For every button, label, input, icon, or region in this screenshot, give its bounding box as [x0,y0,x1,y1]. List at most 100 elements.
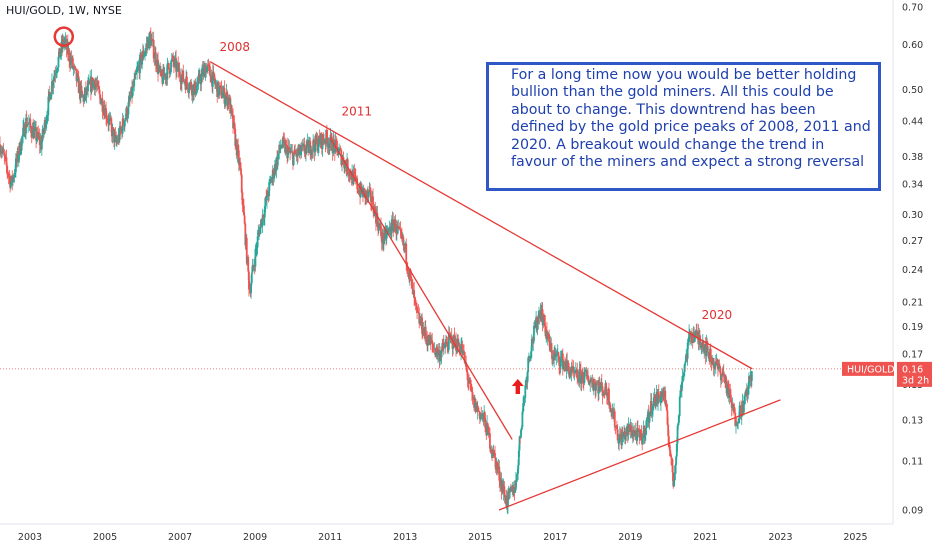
candle-body [726,387,729,394]
candle-body [267,195,270,197]
candle-body [196,85,198,93]
candle-body [636,428,639,441]
candle-body [4,156,7,158]
candle-body [281,137,284,147]
candle-body [305,141,308,148]
trendline[interactable] [329,137,513,440]
candle-body [542,320,545,326]
candle-body [224,100,227,104]
symbol-tag [842,361,894,376]
time-axis[interactable]: 2003 2005 2007 2009 2011 2013 2015 2017 2019 2021… [18,532,868,543]
candle-body [462,350,465,355]
candle-body [23,124,26,137]
candle-body [654,394,657,407]
peak-circle-marker [53,26,75,47]
candle-body [20,150,22,154]
candle-body [642,434,644,445]
trendline[interactable] [209,61,753,370]
candle-body [583,371,586,383]
candle-body [53,73,56,76]
candle-body [302,144,304,147]
candle-body [716,360,719,365]
candle-body [553,352,556,361]
x-tick-label: 2019 [618,532,642,543]
x-tick-label: 2009 [243,532,267,543]
trendline[interactable] [498,399,781,511]
candle-body [9,182,12,188]
candle-body [445,341,448,343]
candle-body [188,89,190,92]
candle-body [22,127,24,136]
candle-body [740,415,743,417]
candle-body [53,75,56,82]
candle-body [445,341,447,345]
candle-body [121,118,124,134]
candle-body [294,149,297,154]
candle-body [582,382,585,384]
candle-body [672,472,675,487]
candle-body [56,67,59,71]
candle-body [515,480,517,490]
candle-body [705,340,708,357]
candle-body [509,487,512,489]
candle-body [133,78,136,87]
candle-body [640,433,643,441]
candle-body [318,135,320,147]
candle-body [209,66,211,76]
candle-body [416,306,418,311]
candle-body [300,145,303,152]
candle-body [536,323,539,330]
candle-body [7,175,10,177]
candles-layer [0,27,753,515]
candle-body [565,360,568,371]
price-axis[interactable]: 0.70 0.60 0.50 0.44 0.38 0.34 0.30 0.27 0.24 0.21… [902,2,923,516]
candle-body [183,81,186,83]
candle-body [257,231,260,237]
candle-body [711,360,714,365]
candle-body [413,290,416,298]
candle-body [469,379,472,384]
candle-body [643,426,646,439]
candle-body [12,176,14,183]
candle-body [126,108,128,119]
candle-body [393,223,395,231]
candle-body [446,342,449,347]
candle-body [55,72,58,74]
candle-body [292,154,295,165]
candle-body [92,80,94,88]
candle-body [736,423,739,427]
candle-body [195,92,198,95]
candle-body [354,173,356,176]
candle-body [585,369,588,377]
candle-body [94,84,97,90]
candle-body [673,472,676,481]
up-arrow-icon [511,378,524,394]
candle-body [170,59,173,62]
candle-body [263,205,266,218]
candle-body [382,232,385,245]
candle-body [197,75,200,84]
candle-body [307,144,310,153]
candle-body [399,228,402,231]
candle-body [593,382,596,384]
candle-body [629,429,631,432]
candle-body [27,122,30,124]
candle-body [167,63,170,69]
candle-body [494,452,496,459]
candle-body [46,116,48,122]
x-tick-label: 2005 [93,532,117,543]
candle-body [188,83,191,90]
candle-body [529,355,532,359]
candle-body [115,135,118,143]
candle-body [223,87,226,104]
candle-body [337,153,340,156]
candle-body [212,71,215,74]
candle-body [628,424,631,432]
candle-body [416,310,419,312]
candle-body [175,64,178,72]
candle-body [21,135,24,138]
candle-body [128,97,131,103]
candle-body [470,383,473,391]
